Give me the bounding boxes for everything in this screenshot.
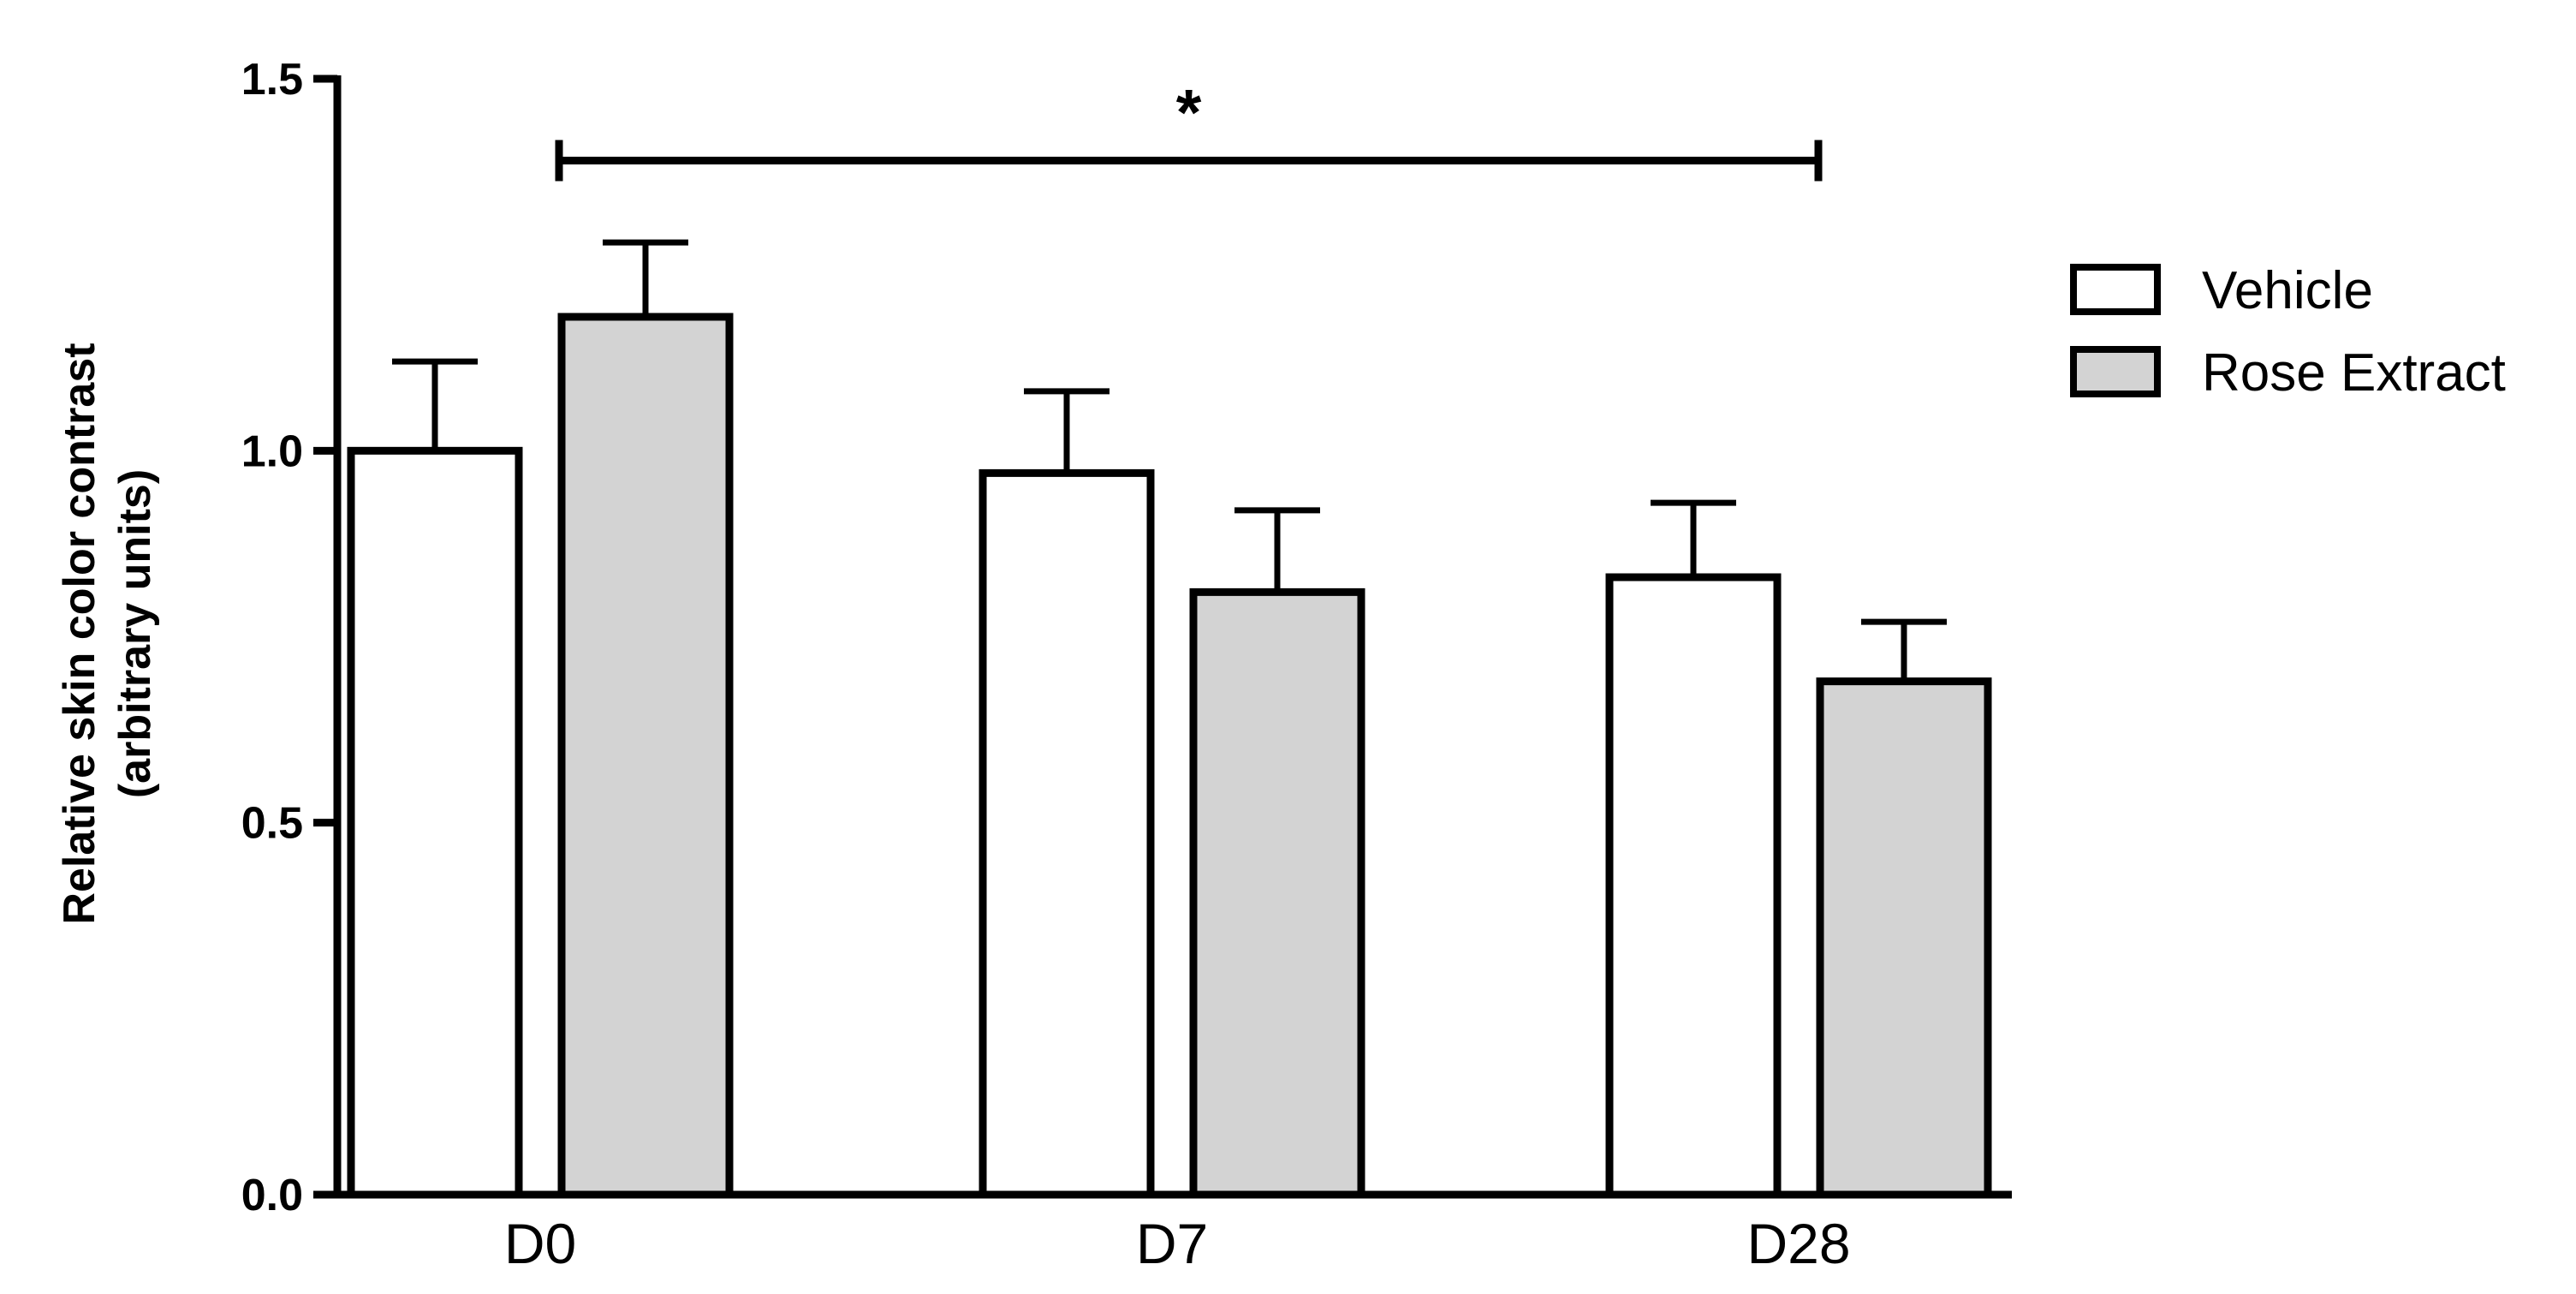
legend-label-rose-extract: Rose Extract <box>2202 343 2506 403</box>
x-category-label: D28 <box>1746 1212 1850 1275</box>
y-tick-label: 0.5 <box>241 799 303 849</box>
y-axis-title: Relative skin color contrast <box>55 343 104 924</box>
y-tick-label: 1.0 <box>241 426 303 476</box>
legend: Vehicle Rose Extract <box>2070 261 2506 403</box>
bar-d7-vehicle <box>979 468 1155 1199</box>
bars <box>347 313 1992 1199</box>
x-category-label: D0 <box>504 1212 576 1275</box>
legend-swatch-vehicle <box>2070 264 2161 315</box>
legend-swatch-rose-extract <box>2070 346 2161 397</box>
legend-label-vehicle: Vehicle <box>2202 261 2373 320</box>
y-tick-label: 1.5 <box>241 55 303 104</box>
bar-d28-rose-extract <box>1816 677 1992 1199</box>
bar-d0-vehicle <box>347 446 523 1199</box>
bar-d0-rose-extract <box>557 313 734 1199</box>
axis-labels: 0.0 0.5 1.0 1.5 D0 D7 D28 Relative skin color c… <box>55 55 1851 1275</box>
significance-bracket: * <box>555 77 1823 182</box>
error-bars <box>392 239 1947 682</box>
bar-d7-rose-extract <box>1189 587 1365 1199</box>
y-axis-subtitle: (arbitrary units) <box>110 469 160 798</box>
bar-d28-vehicle <box>1605 573 1782 1199</box>
x-category-label: D7 <box>1136 1212 1208 1275</box>
y-tick-label: 0.0 <box>241 1171 303 1220</box>
significance-label: * <box>1176 77 1202 150</box>
